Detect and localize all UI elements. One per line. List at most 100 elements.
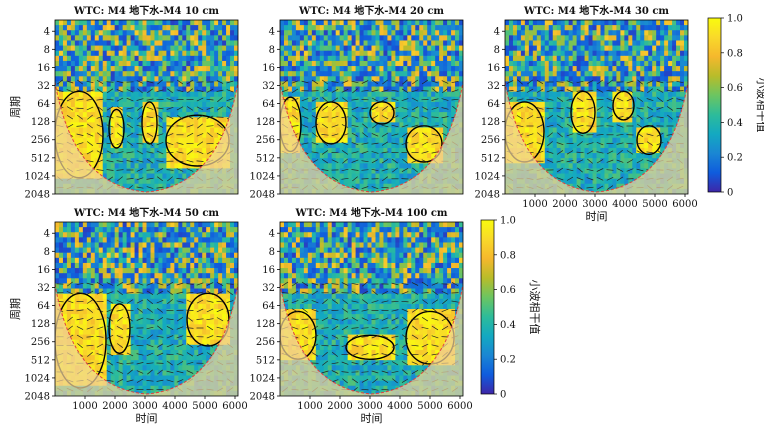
coherence-cell bbox=[435, 71, 440, 77]
coherence-cell bbox=[118, 86, 124, 93]
coherence-cell bbox=[74, 45, 80, 52]
coherence-cell bbox=[580, 158, 585, 164]
coherence-cell bbox=[636, 127, 641, 133]
coherence-cell bbox=[576, 163, 581, 169]
coherence-cell bbox=[214, 96, 219, 103]
coherence-cell bbox=[86, 55, 92, 62]
coherence-cell bbox=[186, 55, 191, 62]
coherence-cell bbox=[280, 66, 285, 72]
coherence-cell bbox=[178, 60, 183, 67]
coherence-cell bbox=[70, 50, 76, 57]
coherence-cell bbox=[624, 112, 629, 118]
coherence-cell bbox=[584, 153, 589, 159]
phase-arrow bbox=[76, 142, 84, 145]
coherence-cell bbox=[592, 86, 597, 93]
coherence-cell bbox=[520, 55, 526, 62]
coherence-cell bbox=[194, 76, 199, 82]
coherence-cell bbox=[640, 163, 645, 169]
coherence-cell bbox=[198, 142, 203, 149]
coherence-cell bbox=[407, 153, 412, 159]
coherence-cell bbox=[668, 107, 673, 113]
coherence-cell bbox=[419, 107, 424, 113]
coherence-cell bbox=[126, 137, 131, 144]
coherence-cell bbox=[311, 132, 317, 139]
coherence-cell bbox=[640, 60, 645, 67]
coherence-cell bbox=[174, 147, 179, 154]
coherence-cell bbox=[455, 86, 460, 93]
coherence-cell bbox=[355, 173, 360, 180]
coherence-cell bbox=[114, 30, 120, 36]
coherence-cell bbox=[307, 112, 313, 118]
coherence-cell bbox=[540, 50, 546, 57]
coherence-cell bbox=[150, 40, 155, 46]
phase-arrow bbox=[341, 97, 349, 102]
coherence-cell bbox=[652, 86, 657, 93]
coherence-cell bbox=[676, 66, 681, 72]
coherence-cell bbox=[283, 81, 289, 87]
coherence-cell bbox=[616, 60, 621, 67]
coherence-cell bbox=[166, 40, 171, 46]
coherence-cell bbox=[206, 107, 211, 113]
coherence-cell bbox=[218, 101, 223, 108]
coherence-cell bbox=[339, 35, 345, 41]
coherence-cell bbox=[552, 142, 558, 149]
coherence-cell bbox=[636, 30, 641, 36]
coherence-cell bbox=[142, 132, 147, 139]
coherence-cell bbox=[114, 127, 120, 133]
coherence-cell bbox=[403, 35, 408, 41]
coherence-cell bbox=[564, 122, 570, 128]
coherence-cell bbox=[283, 45, 289, 52]
coherence-cell bbox=[94, 137, 100, 144]
phase-arrow bbox=[196, 141, 204, 146]
coherence-cell bbox=[652, 20, 657, 26]
coherence-cell bbox=[447, 117, 452, 123]
coherence-cell bbox=[447, 35, 452, 41]
coherence-cell bbox=[383, 101, 388, 108]
coherence-cell bbox=[580, 107, 585, 113]
coherence-cell bbox=[94, 35, 100, 41]
coherence-cell bbox=[680, 81, 685, 87]
coherence-cell bbox=[528, 81, 534, 87]
coherence-cell bbox=[110, 35, 116, 41]
coherence-cell bbox=[451, 81, 456, 87]
coherence-cell bbox=[640, 127, 645, 133]
coherence-cell bbox=[383, 60, 388, 67]
coherence-cell bbox=[572, 117, 578, 123]
coherence-cell bbox=[55, 55, 60, 62]
coherence-cell bbox=[58, 25, 64, 31]
coherence-cell bbox=[395, 20, 400, 26]
coherence-cell bbox=[431, 127, 436, 133]
coherence-cell bbox=[142, 188, 147, 194]
coherence-cell bbox=[644, 30, 649, 36]
phase-arrow bbox=[381, 168, 389, 172]
coherence-cell bbox=[194, 55, 199, 62]
phase-arrow bbox=[136, 124, 144, 128]
coherence-cell bbox=[600, 132, 605, 139]
coherence-cell bbox=[439, 127, 444, 133]
coherence-cell bbox=[443, 66, 448, 72]
phase-arrow bbox=[331, 142, 339, 145]
coherence-cell bbox=[580, 66, 585, 72]
coherence-cell bbox=[371, 55, 376, 62]
coherence-cell bbox=[126, 117, 131, 123]
coherence-cell bbox=[295, 117, 301, 123]
coherence-cell bbox=[367, 117, 372, 123]
coherence-cell bbox=[359, 76, 364, 82]
coherence-cell bbox=[174, 163, 179, 169]
coherence-cell bbox=[94, 127, 100, 133]
coherence-cell bbox=[106, 76, 112, 82]
coherence-cell bbox=[134, 132, 139, 139]
coherence-cell bbox=[435, 60, 440, 67]
coherence-cell bbox=[439, 45, 444, 52]
coherence-cell bbox=[347, 178, 353, 185]
coherence-cell bbox=[307, 20, 313, 26]
coherence-cell bbox=[636, 81, 641, 87]
coherence-cell bbox=[110, 66, 116, 72]
phase-arrow bbox=[116, 169, 124, 171]
coherence-cell bbox=[74, 86, 80, 93]
coherence-cell bbox=[508, 76, 514, 82]
coherence-cell bbox=[283, 86, 289, 93]
coherence-cell bbox=[528, 50, 534, 57]
coherence-cell bbox=[166, 86, 171, 93]
coherence-cell bbox=[552, 96, 558, 103]
